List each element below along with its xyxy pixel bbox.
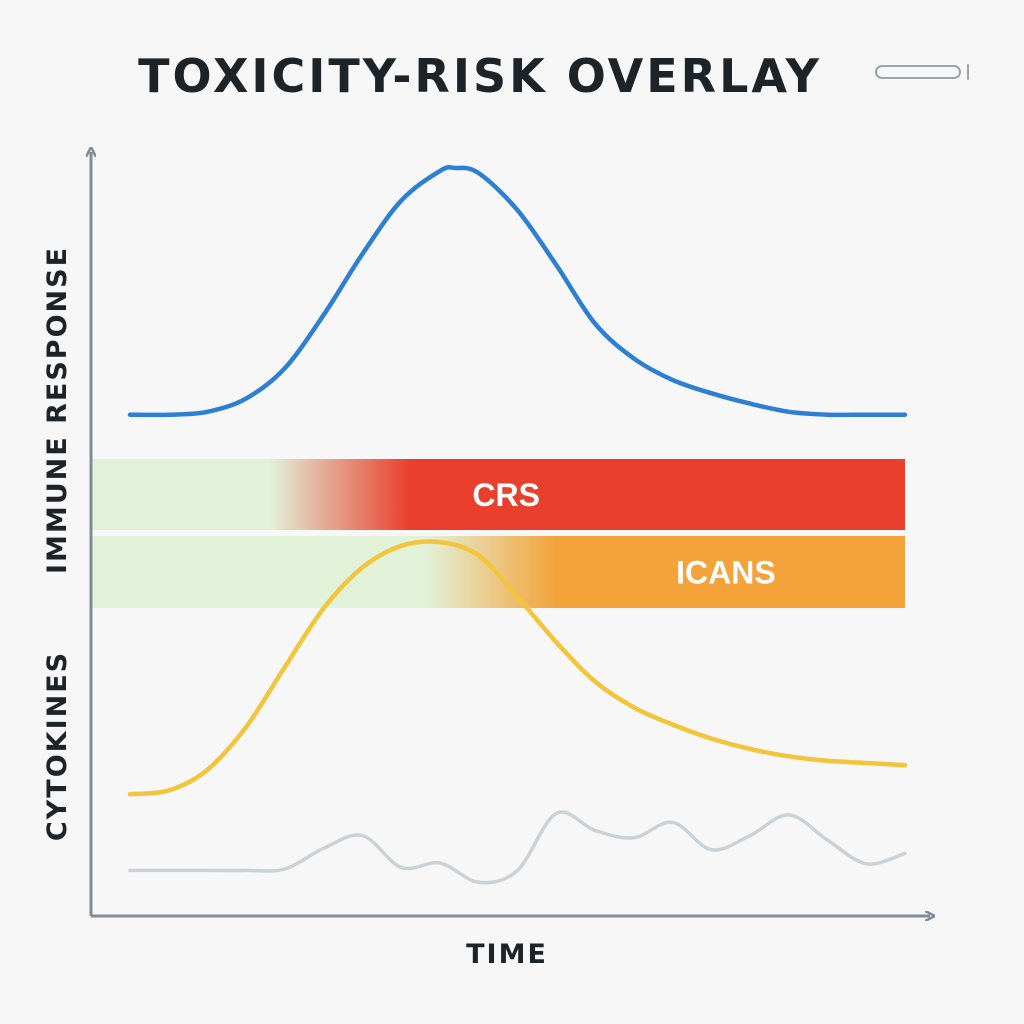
series-line-immune-response bbox=[127, 165, 908, 418]
y-axis-label-immune-response: IMMUNE RESPONSE bbox=[42, 246, 73, 574]
band-crs bbox=[91, 459, 905, 530]
pen-icon bbox=[875, 64, 969, 80]
band-label-crs: CRS bbox=[472, 477, 540, 513]
chart-title: TOXICITY-RISK OVERLAY bbox=[138, 49, 822, 103]
x-axis-label: TIME bbox=[466, 939, 548, 970]
risk-bands: CRS ICANS bbox=[91, 459, 905, 608]
series-line-cytokines bbox=[127, 539, 908, 797]
series-line-baseline bbox=[128, 810, 907, 885]
band-label-icans: ICANS bbox=[676, 555, 776, 591]
series-lines bbox=[127, 165, 908, 885]
y-axis-label-cytokines: CYTOKINES bbox=[42, 651, 73, 841]
